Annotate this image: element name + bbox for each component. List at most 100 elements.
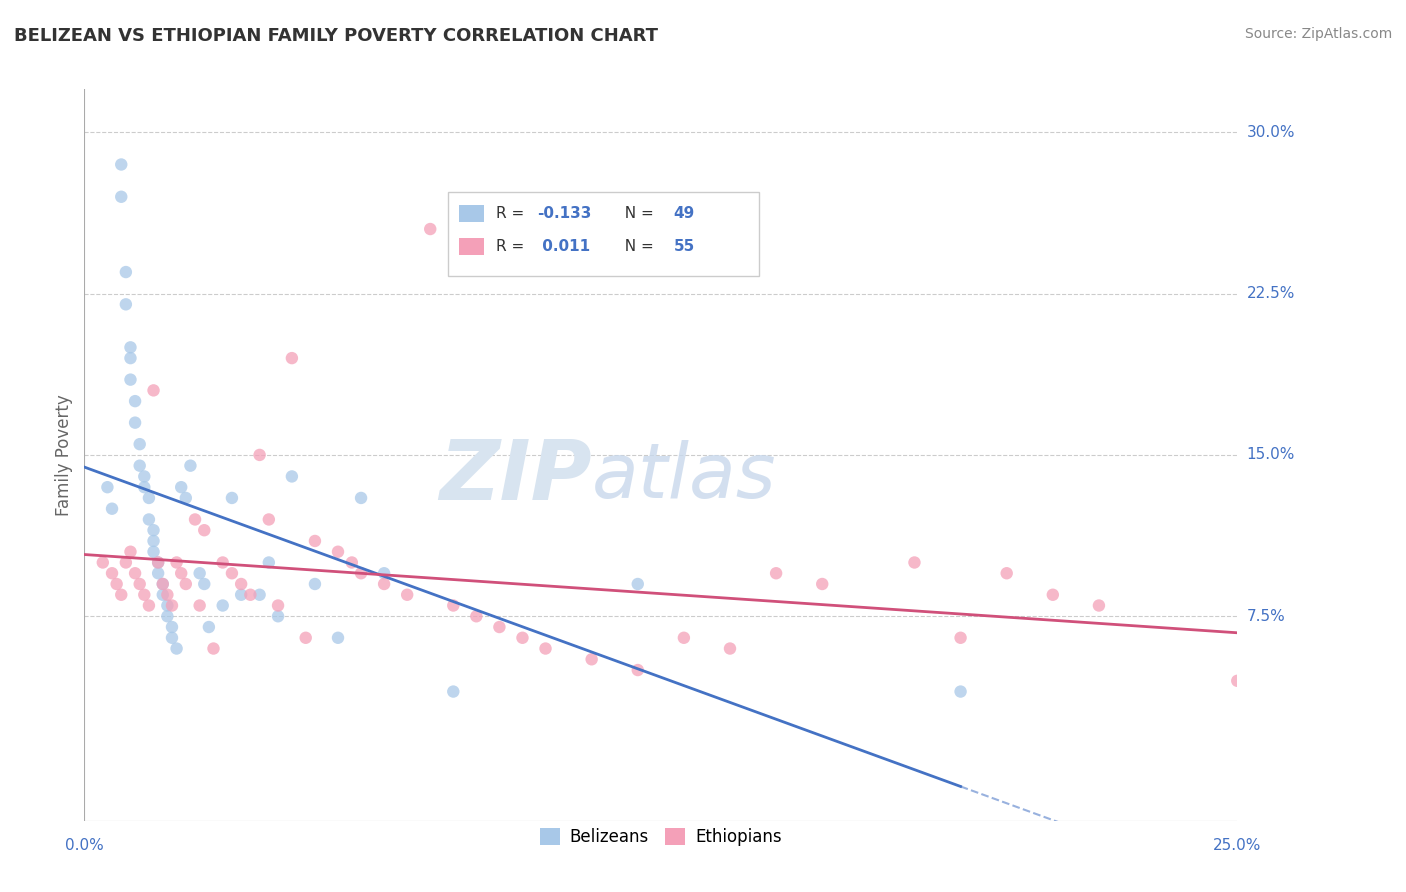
Point [373,566,395,581]
Text: R =: R = [496,206,529,221]
Point [811,577,834,591]
Point [949,631,972,645]
Point [221,491,243,505]
Text: ZIP: ZIP [439,436,592,517]
Point [134,588,156,602]
Point [294,631,316,645]
Point [156,609,179,624]
Point [441,684,464,698]
Point [350,491,373,505]
Point [115,297,138,311]
Point [120,340,142,354]
Point [160,631,183,645]
Point [718,641,741,656]
Text: 0.0%: 0.0% [65,838,104,853]
Point [512,631,534,645]
FancyBboxPatch shape [460,238,485,254]
Point [198,620,221,634]
Point [105,577,128,591]
Point [326,545,349,559]
Point [160,599,183,613]
Point [146,556,169,570]
Point [142,523,165,537]
Point [211,556,233,570]
Point [672,631,695,645]
Text: Source: ZipAtlas.com: Source: ZipAtlas.com [1244,27,1392,41]
Point [231,577,253,591]
Point [465,609,488,624]
Point [110,588,132,602]
Point [152,577,174,591]
Text: 30.0%: 30.0% [1247,125,1295,140]
Point [128,458,150,473]
Point [304,533,326,548]
Point [249,588,271,602]
Point [188,566,211,581]
Point [138,512,160,526]
Point [115,265,138,279]
Point [120,373,142,387]
Point [179,458,201,473]
FancyBboxPatch shape [447,192,759,276]
Text: 55: 55 [673,239,695,254]
Point [193,523,215,537]
Point [221,566,243,581]
Point [281,469,304,483]
Point [239,588,262,602]
Point [134,480,156,494]
Text: R =: R = [496,239,529,254]
Point [249,448,271,462]
Point [326,631,349,645]
Text: 22.5%: 22.5% [1247,286,1295,301]
Point [257,556,280,570]
Point [184,512,207,526]
Point [91,556,114,570]
Point [257,512,280,526]
Point [441,599,464,613]
Point [231,588,253,602]
Point [350,566,373,581]
Point [581,652,603,666]
Text: 49: 49 [673,206,695,221]
Point [142,545,165,559]
Point [120,545,142,559]
Point [120,351,142,365]
Point [202,641,225,656]
Text: N =: N = [614,239,658,254]
Point [174,577,197,591]
Point [152,588,174,602]
Text: 15.0%: 15.0% [1247,448,1295,462]
Point [138,491,160,505]
Text: -0.133: -0.133 [537,206,592,221]
Point [142,384,165,398]
Point [193,577,215,591]
Point [211,599,233,613]
Point [419,222,441,236]
Point [1042,588,1064,602]
Y-axis label: Family Poverty: Family Poverty [55,394,73,516]
Point [170,480,193,494]
Point [134,469,156,483]
Point [267,609,290,624]
Point [534,641,557,656]
Point [174,491,197,505]
Point [166,556,188,570]
Point [267,599,290,613]
Point [949,684,972,698]
Point [903,556,925,570]
Point [152,577,174,591]
Legend: Belizeans, Ethiopians: Belizeans, Ethiopians [533,821,789,853]
Point [373,577,395,591]
Point [488,620,510,634]
Point [146,556,169,570]
Text: N =: N = [614,206,658,221]
Point [146,566,169,581]
Point [1226,673,1249,688]
Point [124,416,146,430]
Point [101,566,124,581]
Text: 7.5%: 7.5% [1247,608,1285,624]
Point [166,641,188,656]
Point [142,533,165,548]
Point [396,588,419,602]
Point [101,501,124,516]
